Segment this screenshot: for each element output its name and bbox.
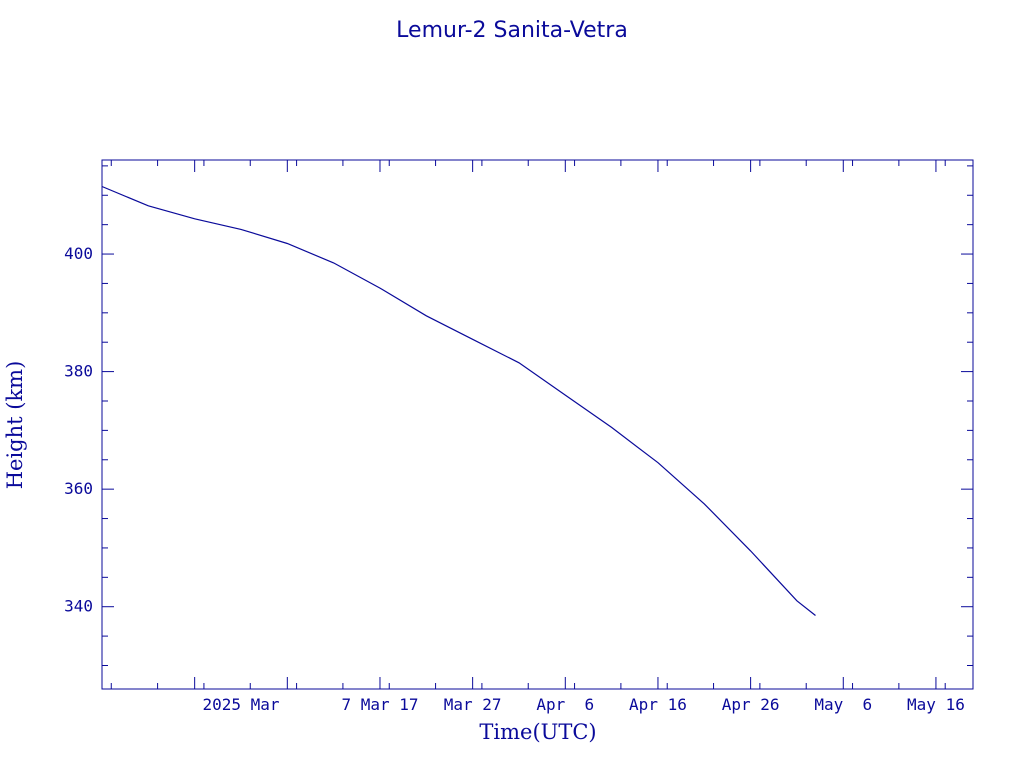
plot-frame xyxy=(101,159,974,690)
y-tick-label: 400 xyxy=(64,244,93,263)
x-tick-label: 2025 Mar xyxy=(202,695,279,714)
chart-title: Lemur-2 Sanita-Vetra xyxy=(396,18,628,43)
x-tick-label: 7 Mar 17 xyxy=(341,695,418,714)
y-tick-label: 380 xyxy=(64,362,93,381)
x-tick-label: Mar 27 xyxy=(444,695,502,714)
x-tick-label: Apr 26 xyxy=(722,695,780,714)
x-tick-label: Apr 6 xyxy=(536,695,594,714)
x-tick-label: May 6 xyxy=(814,695,872,714)
x-tick-label: Apr 16 xyxy=(629,695,687,714)
x-tick-label: May 16 xyxy=(907,695,965,714)
series-line-height xyxy=(101,185,816,616)
x-axis-label: Time(UTC) xyxy=(479,720,596,744)
y-tick-label: 340 xyxy=(64,597,93,616)
y-tick-label: 360 xyxy=(64,479,93,498)
ticks-layer: 2025 Mar 7 Mar 17 Mar 27 Apr 6 Apr 16 Apr 26 M… xyxy=(64,160,973,714)
y-axis-label: Height (km) xyxy=(3,361,27,490)
